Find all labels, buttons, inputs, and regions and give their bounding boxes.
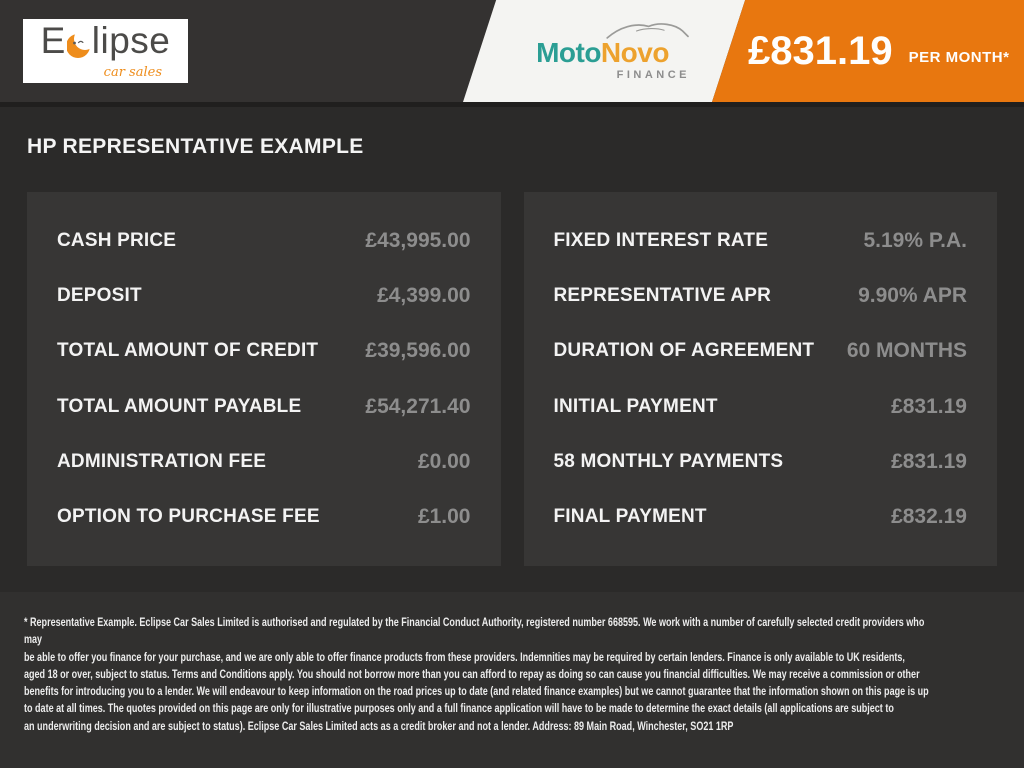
row-label: CASH PRICE (57, 229, 177, 251)
finance-panels: CASH PRICE £43,995.00 DEPOSIT £4,399.00 … (27, 192, 997, 566)
costs-panel: CASH PRICE £43,995.00 DEPOSIT £4,399.00 … (27, 192, 501, 566)
car-outline-icon (606, 22, 689, 39)
monthly-price-suffix: PER MONTH* (908, 48, 1010, 66)
finance-row-final-payment: FINAL PAYMENT £832.19 (554, 490, 968, 545)
dealer-logo-tagline: car sales (103, 65, 162, 80)
finance-logo-subtitle: FINANCE (616, 69, 690, 82)
finance-logo: MotoNovo FINANCE (505, 0, 700, 102)
finance-row-monthly-payments: 58 MONTHLY PAYMENTS £831.19 (554, 434, 968, 489)
row-value: 5.19% P.A. (863, 228, 967, 252)
terms-panel: FIXED INTEREST RATE 5.19% P.A. REPRESENT… (523, 192, 997, 566)
dealer-logo-wordmark: E lipse (23, 19, 188, 59)
finance-row-apr: REPRESENTATIVE APR 9.90% APR (554, 268, 968, 323)
row-label: INITIAL PAYMENT (553, 395, 718, 417)
finance-row-interest-rate: FIXED INTEREST RATE 5.19% P.A. (554, 213, 968, 268)
monthly-price: £831.19 PER MONTH* (748, 0, 1024, 102)
finance-logo-novo: Novo (600, 36, 670, 68)
disclaimer-footer: * Representative Example. Eclipse Car Sa… (0, 592, 1024, 768)
row-label: FIXED INTEREST RATE (553, 229, 769, 251)
finance-row-total-credit: TOTAL AMOUNT OF CREDIT £39,596.00 (57, 324, 471, 379)
finance-row-deposit: DEPOSIT £4,399.00 (57, 268, 471, 323)
header: E lipse car sales MotoNovo FINANCE (0, 0, 1024, 102)
disclaimer-line: benefits for introducing you to a lender… (24, 686, 929, 699)
main-content: HP REPRESENTATIVE EXAMPLE CASH PRICE £43… (0, 107, 1024, 592)
row-label: 58 MONTHLY PAYMENTS (553, 450, 784, 472)
dealer-logo: E lipse car sales (23, 19, 188, 83)
row-label: OPTION TO PURCHASE FEE (57, 506, 320, 528)
row-label: TOTAL AMOUNT PAYABLE (57, 395, 302, 417)
dealer-logo-text-right: lipse (91, 20, 171, 61)
disclaimer-line: be able to offer you finance for your pu… (24, 651, 905, 664)
row-value: £832.19 (891, 505, 967, 529)
row-value: £54,271.40 (365, 394, 471, 418)
row-value: £39,596.00 (365, 339, 471, 363)
crescent-moon-icon (66, 27, 91, 58)
row-value: £831.19 (891, 449, 967, 473)
row-value: £1.00 (417, 505, 471, 529)
row-label: ADMINISTRATION FEE (57, 450, 267, 472)
finance-row-cash-price: CASH PRICE £43,995.00 (57, 213, 471, 268)
finance-logo-wordmark: MotoNovo (536, 36, 670, 69)
row-label: DURATION OF AGREEMENT (553, 340, 815, 362)
monthly-price-amount: £831.19 (748, 28, 893, 73)
row-value: 60 MONTHS (846, 339, 967, 363)
disclaimer-line: aged 18 or over, subject to status. Term… (24, 668, 920, 681)
row-label: TOTAL AMOUNT OF CREDIT (57, 340, 319, 362)
disclaimer-line: * Representative Example. Eclipse Car Sa… (24, 617, 925, 647)
finance-row-duration: DURATION OF AGREEMENT 60 MONTHS (554, 324, 968, 379)
row-value: 9.90% APR (858, 283, 967, 307)
disclaimer-text: * Representative Example. Eclipse Car Sa… (24, 615, 935, 736)
row-value: £4,399.00 (377, 283, 471, 307)
disclaimer-line: to date at all times. The quotes provide… (24, 703, 894, 716)
row-label: REPRESENTATIVE APR (553, 284, 772, 306)
row-value: £0.00 (417, 449, 471, 473)
finance-row-total-payable: TOTAL AMOUNT PAYABLE £54,271.40 (57, 379, 471, 434)
finance-row-initial-payment: INITIAL PAYMENT £831.19 (554, 379, 968, 434)
dealer-logo-text-left: E (40, 20, 66, 61)
row-value: £43,995.00 (365, 228, 471, 252)
header-divider (0, 102, 1024, 107)
finance-row-purchase-fee: OPTION TO PURCHASE FEE £1.00 (57, 490, 471, 545)
page-title: HP REPRESENTATIVE EXAMPLE (27, 135, 364, 158)
finance-row-admin-fee: ADMINISTRATION FEE £0.00 (57, 434, 471, 489)
row-value: £831.19 (891, 394, 967, 418)
row-label: FINAL PAYMENT (553, 506, 707, 528)
finance-logo-moto: Moto (536, 36, 601, 68)
row-label: DEPOSIT (57, 284, 142, 306)
disclaimer-line: an underwriting decision and are subject… (24, 720, 734, 733)
